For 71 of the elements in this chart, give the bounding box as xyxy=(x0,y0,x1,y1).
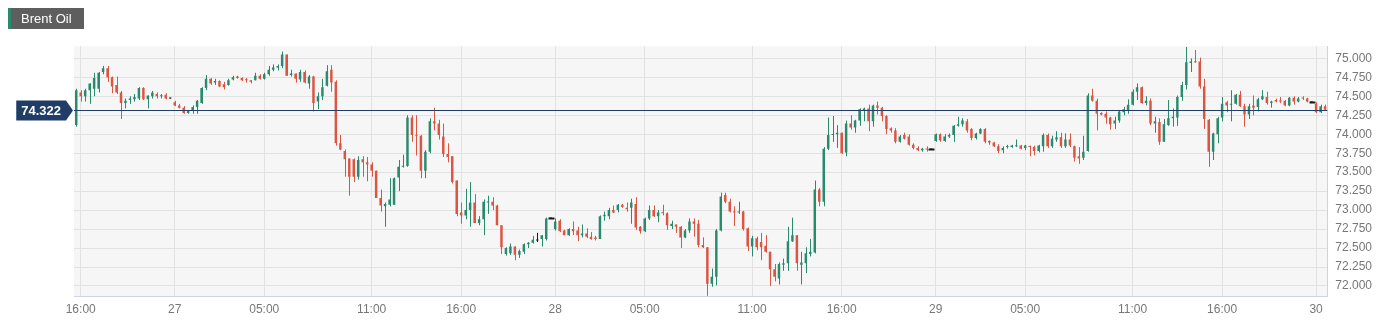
candlestick xyxy=(365,156,369,182)
y-tick-label: 75.000 xyxy=(1335,50,1373,65)
x-tick-label: 27 xyxy=(168,302,182,317)
x-tick-label: 29 xyxy=(928,302,943,317)
y-tick-label: 72.000 xyxy=(1335,278,1373,293)
candlestick xyxy=(88,82,91,105)
x-tick-label: 11:00 xyxy=(357,302,387,317)
candlestick xyxy=(397,159,400,192)
candlestick xyxy=(885,114,888,135)
y-tick-label: 74.750 xyxy=(1335,69,1373,84)
candlestick xyxy=(1216,116,1219,144)
y-tick-label: 73.000 xyxy=(1335,202,1373,217)
candlestick xyxy=(1082,135,1085,161)
x-tick-label: 05:00 xyxy=(629,302,661,317)
candlestick xyxy=(831,115,834,143)
candlestick xyxy=(925,145,928,153)
candlestick xyxy=(486,195,490,215)
y-tick-label: 74.000 xyxy=(1335,126,1373,141)
candlestick xyxy=(679,225,682,249)
candlestick xyxy=(1243,103,1246,128)
candlestick xyxy=(1149,98,1152,126)
candlestick xyxy=(500,224,503,255)
candlestick xyxy=(867,104,870,132)
candlestick xyxy=(424,149,427,179)
candlestick xyxy=(800,251,803,285)
candlestick xyxy=(737,201,740,215)
candlestick xyxy=(442,123,445,158)
candlestick xyxy=(464,188,467,220)
x-tick-label: 05:00 xyxy=(1010,302,1041,317)
x-tick-label: 30 xyxy=(1309,302,1324,317)
y-tick-label: 72.750 xyxy=(1335,221,1373,236)
candlestick xyxy=(330,64,333,93)
candlestick xyxy=(692,217,696,238)
candlestick xyxy=(361,155,364,178)
candlestick xyxy=(791,217,794,243)
chart-title: Brent Oil xyxy=(8,8,84,29)
candlestick xyxy=(433,107,436,131)
x-tick-label: 16:00 xyxy=(446,302,477,317)
candlestick xyxy=(482,198,485,236)
candlestick xyxy=(1176,95,1179,127)
candlestick xyxy=(379,189,382,213)
candlestick xyxy=(348,158,351,197)
candlestick xyxy=(473,193,476,224)
candlestick xyxy=(415,114,418,156)
y-tick-label: 72.500 xyxy=(1335,240,1373,255)
ref-line-label: 74.322 xyxy=(21,103,61,119)
candlestick xyxy=(388,177,391,207)
x-tick-label: 11:00 xyxy=(737,302,768,317)
candlestick xyxy=(1167,99,1170,127)
y-tick-label: 73.250 xyxy=(1335,183,1373,198)
y-tick-label: 73.750 xyxy=(1335,145,1373,160)
x-tick-label: 16:00 xyxy=(65,302,97,317)
candlestick xyxy=(401,154,405,169)
candlestick xyxy=(1185,46,1188,90)
y-tick-label: 74.500 xyxy=(1335,88,1373,103)
candlestick xyxy=(97,71,100,93)
candlestick xyxy=(630,198,633,225)
x-tick-label: 28 xyxy=(548,302,563,317)
candlestick xyxy=(1158,117,1161,146)
x-tick-label: 16:00 xyxy=(826,302,857,317)
y-tick-label: 72.250 xyxy=(1335,259,1373,274)
candlestick xyxy=(1252,95,1255,116)
x-tick-label: 16:00 xyxy=(1207,302,1238,317)
x-tick-label: 11:00 xyxy=(1118,302,1148,317)
y-tick-label: 73.500 xyxy=(1335,164,1373,179)
x-tick-label: 05:00 xyxy=(249,302,280,317)
y-tick-label: 74.250 xyxy=(1335,107,1373,122)
candlestick xyxy=(732,205,736,227)
candlestick xyxy=(321,78,324,101)
candlestick xyxy=(697,219,700,248)
candlestick xyxy=(1194,49,1197,64)
